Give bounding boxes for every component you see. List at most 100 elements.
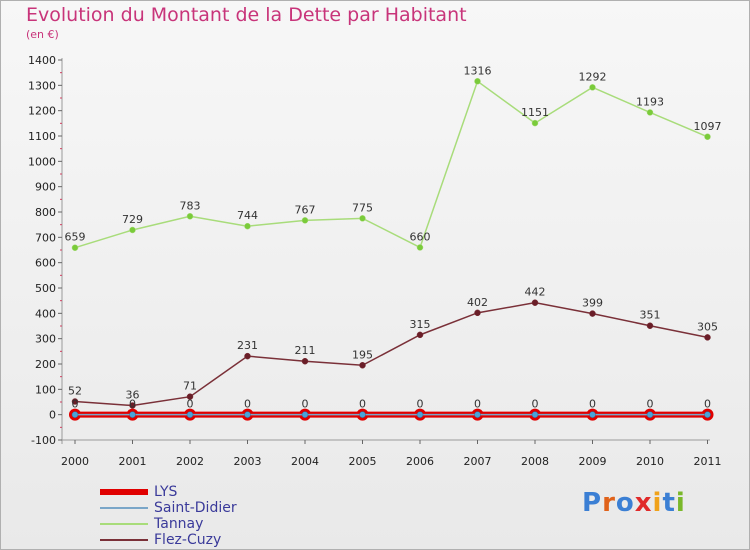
data-label-lys: 0: [589, 398, 596, 411]
series-line-flez-cuzy: [74, 301, 708, 407]
data-label-lys: 0: [359, 398, 366, 411]
data-point-saint-didier: [589, 411, 596, 418]
legend-label-lys: LYS: [154, 484, 178, 500]
data-label-flez-cuzy: 305: [697, 320, 718, 333]
data-point-tannay: [589, 84, 596, 91]
legend-item-saint-didier: Saint-Didier: [100, 500, 300, 516]
data-point-flez-cuzy: [359, 362, 366, 369]
y-tick-label: 500: [35, 282, 56, 295]
x-tick-label: 2007: [464, 455, 492, 468]
data-label-flez-cuzy: 52: [68, 384, 82, 397]
y-tick-label: 300: [35, 333, 56, 346]
data-point-flez-cuzy: [646, 322, 654, 329]
data-point-saint-didier: [531, 411, 539, 418]
data-label-lys: 0: [417, 398, 424, 411]
data-point-tannay: [416, 244, 424, 251]
data-point-tannay: [474, 78, 481, 85]
data-label-tannay: 1151: [521, 106, 549, 119]
data-point-saint-didier: [646, 411, 654, 418]
data-label-lys: 0: [532, 398, 539, 411]
data-point-flez-cuzy: [704, 334, 711, 341]
chart-unit-label: (en €): [26, 28, 59, 41]
logo-letter: i: [652, 488, 663, 518]
data-label-tannay: 1097: [694, 120, 722, 133]
data-point-tannay: [646, 109, 654, 116]
legend-swatch-saint-didier: [100, 507, 148, 509]
data-point-tannay: [186, 213, 194, 220]
data-point-tannay: [71, 244, 79, 251]
data-label-flez-cuzy: 315: [410, 318, 431, 331]
x-tick-label: 2011: [694, 455, 722, 468]
data-label-lys: 0: [187, 398, 194, 411]
data-label-flez-cuzy: 195: [352, 348, 373, 361]
data-point-flez-cuzy: [531, 299, 539, 306]
data-label-lys: 0: [474, 398, 481, 411]
data-label-tannay: 783: [180, 199, 201, 212]
data-label-tannay: 729: [122, 213, 143, 226]
y-tick-label: 700: [35, 231, 56, 244]
legend-item-tannay: Tannay: [100, 516, 300, 532]
x-tick-label: 2005: [349, 455, 377, 468]
data-point-saint-didier: [244, 411, 251, 418]
legend-item-lys: LYS: [100, 484, 300, 500]
data-label-lys: 0: [72, 398, 79, 411]
logo-letter: r: [602, 488, 616, 518]
data-point-tannay: [129, 226, 136, 234]
data-point-flez-cuzy: [474, 309, 481, 317]
data-label-tannay: 775: [352, 201, 373, 214]
y-tick-label: 1100: [28, 130, 56, 143]
data-label-lys: 0: [244, 398, 251, 411]
legend-label-flez-cuzy: Flez-Cuzy: [154, 532, 222, 548]
data-point-tannay: [359, 215, 366, 222]
data-label-flez-cuzy: 211: [295, 344, 316, 357]
x-tick-label: 2000: [61, 455, 89, 468]
data-point-flez-cuzy: [129, 402, 136, 409]
legend-label-saint-didier: Saint-Didier: [154, 500, 237, 516]
data-label-flez-cuzy: 399: [582, 297, 603, 310]
data-label-tannay: 1316: [464, 64, 492, 77]
data-point-saint-didier: [359, 411, 366, 418]
x-tick-label: 2004: [291, 455, 319, 468]
data-point-flez-cuzy: [301, 357, 309, 365]
y-tick-label: 900: [35, 181, 56, 194]
data-point-tannay: [244, 222, 251, 230]
data-label-flez-cuzy: 351: [640, 309, 661, 322]
data-point-saint-didier: [704, 411, 711, 418]
y-tick-label: -100: [31, 434, 56, 447]
y-tick-label: 1000: [28, 155, 56, 168]
logo-letter: t: [662, 488, 676, 518]
data-point-saint-didier: [416, 411, 424, 418]
legend-label-tannay: Tannay: [154, 516, 204, 532]
y-tick-label: 1300: [28, 79, 56, 92]
proxiti-logo: Proxiti: [582, 488, 686, 518]
x-tick-label: 2009: [579, 455, 607, 468]
y-tick-label: 400: [35, 307, 56, 320]
data-point-flez-cuzy: [589, 310, 596, 317]
logo-letter: i: [675, 488, 686, 518]
logo-letter: P: [582, 488, 603, 518]
legend-swatch-tannay: [100, 523, 148, 525]
data-point-saint-didier: [474, 411, 481, 418]
x-tick-label: 2003: [234, 455, 262, 468]
data-point-flez-cuzy: [186, 393, 194, 400]
x-tick-label: 2008: [521, 455, 549, 468]
y-tick-label: 200: [35, 358, 56, 371]
data-point-saint-didier: [301, 411, 309, 418]
data-point-flez-cuzy: [71, 398, 79, 405]
data-label-tannay: 660: [410, 230, 431, 243]
data-label-lys: 0: [302, 398, 309, 411]
data-label-flez-cuzy: 36: [126, 389, 140, 402]
data-label-flez-cuzy: 231: [237, 339, 258, 352]
legend-swatch-lys: [100, 489, 148, 495]
data-label-flez-cuzy: 442: [525, 286, 546, 299]
data-label-flez-cuzy: 402: [467, 296, 488, 309]
x-tick-label: 2001: [119, 455, 147, 468]
y-tick-label: 800: [35, 206, 56, 219]
legend-swatch-flez-cuzy: [100, 539, 148, 541]
data-label-tannay: 1292: [579, 70, 607, 83]
data-point-saint-didier: [71, 411, 79, 418]
data-label-tannay: 744: [237, 209, 258, 222]
y-tick-label: 600: [35, 257, 56, 270]
